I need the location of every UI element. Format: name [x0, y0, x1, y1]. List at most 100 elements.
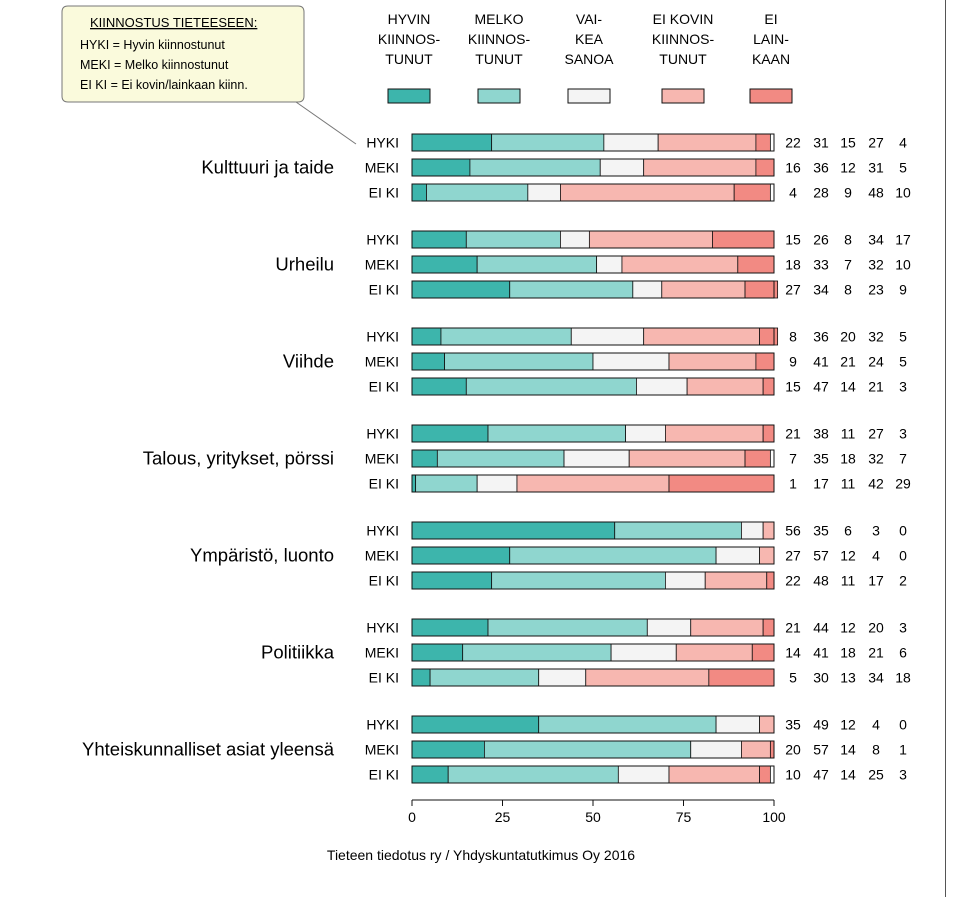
row-label: MEKI [365, 160, 399, 176]
bar-segment-ei_kovin [668, 765, 760, 784]
callout-line-hyki: HYKI = Hyvin kiinnostunut [80, 38, 225, 52]
bar-segment-melko [614, 521, 742, 540]
value-label-ei_kovin: 8 [872, 742, 880, 758]
bar-segment-hyvin [411, 571, 493, 590]
bar-segment-ei_lainkaan [766, 571, 775, 590]
value-label-melko: 47 [813, 767, 829, 783]
row-label: EI KI [369, 476, 399, 492]
value-label-ei_kovin: 48 [868, 185, 884, 201]
bar-outline [411, 521, 775, 540]
value-label-vaikea: 21 [840, 354, 856, 370]
bar-segment-ei_lainkaan [759, 765, 771, 784]
value-label-ei_lainkaan: 5 [899, 329, 907, 345]
bar-segment-vaikea [715, 546, 760, 565]
bar-segment-ei_kovin [741, 740, 771, 759]
bar-segment-ei_kovin [643, 158, 757, 177]
legend-label-hyvin: KIINNOS- [378, 31, 441, 47]
value-label-ei_kovin: 21 [868, 379, 884, 395]
row-label: MEKI [365, 354, 399, 370]
bar-segment-vaikea [570, 327, 645, 346]
bar-segment-ei_kovin [665, 424, 764, 443]
value-label-vaikea: 7 [844, 257, 852, 273]
bar-outline [411, 449, 775, 468]
legend-label-ei_kovin: KIINNOS- [652, 31, 715, 47]
bar-outline [411, 571, 775, 590]
value-label-ei_kovin: 34 [868, 232, 884, 248]
value-label-hyvin: 21 [785, 426, 801, 442]
value-label-ei_lainkaan: 3 [899, 620, 907, 636]
bar-segment-ei_lainkaan [712, 230, 775, 249]
bar-outline [411, 230, 775, 249]
legend-label-vaikea: VAI- [576, 11, 603, 27]
bar-segment-melko [476, 255, 598, 274]
value-label-ei_lainkaan: 3 [899, 379, 907, 395]
bar-segment-vaikea [563, 449, 630, 468]
value-label-hyvin: 35 [785, 717, 801, 733]
value-label-hyvin: 8 [789, 329, 797, 345]
value-label-ei_lainkaan: 6 [899, 645, 907, 661]
value-label-melko: 48 [813, 573, 829, 589]
value-label-vaikea: 18 [840, 451, 856, 467]
value-label-ei_kovin: 34 [868, 670, 884, 686]
value-label-hyvin: 15 [785, 379, 801, 395]
value-label-melko: 41 [813, 645, 829, 661]
bar-segment-hyvin [411, 474, 417, 493]
value-label-hyvin: 56 [785, 523, 801, 539]
value-label-hyvin: 15 [785, 232, 801, 248]
value-label-melko: 47 [813, 379, 829, 395]
bar-segment-ei_lainkaan [737, 255, 775, 274]
bar-segment-ei_kovin [516, 474, 670, 493]
row-label: HYKI [366, 717, 399, 733]
bar-outline [411, 133, 775, 152]
group-label: Yhteiskunnalliset asiat yleensä [82, 739, 335, 760]
bar-segment-hyvin [411, 352, 445, 371]
bar-segment-melko [440, 327, 572, 346]
bar-segment-vaikea [665, 571, 706, 590]
bar-outline [411, 618, 775, 637]
value-label-vaikea: 11 [841, 426, 856, 442]
row-label: MEKI [365, 548, 399, 564]
value-label-hyvin: 16 [785, 160, 801, 176]
value-label-ei_lainkaan: 10 [895, 257, 911, 273]
bar-segment-ei_lainkaan [769, 740, 775, 759]
bar-segment-ei_kovin [704, 571, 768, 590]
legend-swatch-melko [477, 88, 521, 104]
legend-callout: KIINNOSTUS TIETEESEEN: HYKI = Hyvin kiin… [61, 5, 357, 145]
callout-title: KIINNOSTUS TIETEESEEN: [90, 15, 257, 30]
bar-segment-ei_kovin [643, 327, 760, 346]
bar-segment-hyvin [411, 765, 449, 784]
value-label-vaikea: 12 [840, 160, 856, 176]
bar-segment-vaikea [599, 158, 645, 177]
value-label-ei_lainkaan: 17 [895, 232, 911, 248]
legend-swatch-vaikea [567, 88, 611, 104]
bar-segment-ei_kovin [686, 377, 764, 396]
row-label: HYKI [366, 620, 399, 636]
value-label-vaikea: 14 [840, 767, 856, 783]
value-label-ei_lainkaan: 4 [899, 135, 907, 151]
value-label-vaikea: 18 [840, 645, 856, 661]
value-label-ei_lainkaan: 29 [895, 476, 911, 492]
bar-segment-hyvin [411, 255, 478, 274]
row-label: EI KI [369, 282, 399, 298]
callout-line-eiki: EI KI = Ei kovin/lainkaan kiinn. [80, 78, 248, 92]
value-label-ei_kovin: 24 [868, 354, 884, 370]
bar-segment-melko [429, 668, 540, 687]
bar-segment-hyvin [411, 158, 471, 177]
bar-segment-ei_lainkaan [751, 643, 775, 662]
row-label: MEKI [365, 257, 399, 273]
bar-segment-melko [487, 618, 648, 637]
value-label-melko: 30 [813, 670, 829, 686]
bar-segment-ei_kovin [588, 230, 713, 249]
series-legend: HYVIN KIINNOS- TUNUT MELKO KIINNOS- TUNUT VAI-… [378, 11, 793, 104]
value-label-melko: 33 [813, 257, 829, 273]
bar-segment-ei_lainkaan [762, 377, 775, 396]
legend-label-ei_lainkaan: LAIN- [753, 31, 789, 47]
bar-outline [411, 158, 775, 177]
row-label: HYKI [366, 426, 399, 442]
row-label: EI KI [369, 573, 399, 589]
value-label-ei_kovin: 4 [872, 717, 880, 733]
x-tick-label: 100 [762, 809, 786, 825]
bar-segment-ei_kovin [668, 352, 757, 371]
value-label-vaikea: 13 [840, 670, 856, 686]
callout-pointer [295, 101, 357, 145]
